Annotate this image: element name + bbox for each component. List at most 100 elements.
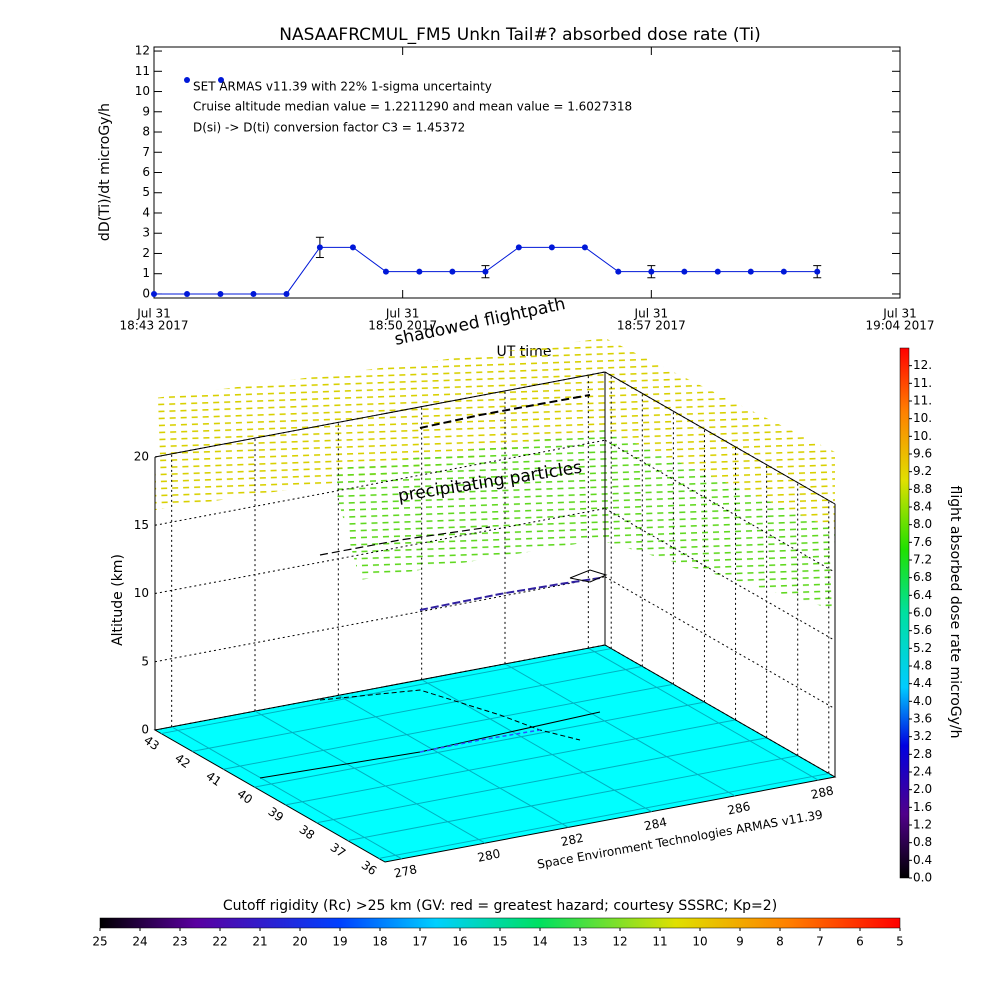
wall-grid xyxy=(154,439,606,526)
y-tick-label: 3 xyxy=(142,226,150,240)
wall-grid xyxy=(604,439,836,573)
wall-grid xyxy=(154,576,606,663)
axis-edge xyxy=(604,371,836,505)
colorbar-tick-label: 3.6 xyxy=(913,712,932,726)
flight-path xyxy=(569,569,608,583)
colorbar-tick-label: 3.2 xyxy=(913,729,932,743)
colorbar-tick-label: 9.2 xyxy=(913,464,932,478)
colorbar-tick-label: 14 xyxy=(532,935,547,949)
data-point xyxy=(482,268,489,275)
colorbar-tick-label: 11. xyxy=(913,376,932,390)
x-tick-label: 18:57 2017 xyxy=(617,319,686,333)
data-point xyxy=(283,290,290,297)
ground-grid xyxy=(421,679,652,813)
colorbar-tick-label: 1.2 xyxy=(913,818,932,832)
colorbar-tick-label: 19 xyxy=(332,935,347,949)
data-point xyxy=(648,268,655,275)
colorbar-tick-label: 1.6 xyxy=(913,800,932,814)
lon-tick-label: 282 xyxy=(560,831,585,849)
z-tick-label: 5 xyxy=(141,654,149,668)
colorbar xyxy=(99,917,901,929)
colorbar-tick-label: 0.4 xyxy=(913,853,932,867)
colorbar-tick-label: 8 xyxy=(776,935,784,949)
lon-tick-label: 280 xyxy=(476,846,501,864)
flight-path xyxy=(419,394,591,429)
z-tick-label: 10 xyxy=(134,586,149,600)
colorbar-tick-label: 5 xyxy=(896,935,904,949)
annotation: Cruise altitude median value = 1.2211290… xyxy=(193,100,632,114)
colorbar-tick-label: 12. xyxy=(913,358,932,372)
colorbar-tick-label: 9.6 xyxy=(913,447,932,461)
z-tick-label: 0 xyxy=(141,723,149,737)
wall-grid xyxy=(154,508,606,594)
colorbar-tick-label: 11 xyxy=(652,935,667,949)
data-point xyxy=(151,290,157,297)
colorbar-label: Cutoff rigidity (Rc) >25 km (GV: red = g… xyxy=(223,898,777,914)
particle-cloud xyxy=(330,430,835,610)
y-tick-label: 8 xyxy=(142,125,150,139)
data-point xyxy=(250,290,257,297)
wall-grid xyxy=(604,644,836,778)
ground-grid xyxy=(171,726,402,860)
wall-grid xyxy=(154,644,606,731)
chart-title: NASAAFRCMUL_FM5 Unkn Tail#? absorbed dos… xyxy=(279,25,761,45)
data-point xyxy=(747,268,754,275)
colorbar-tick-label: 9 xyxy=(736,935,744,949)
data-point xyxy=(515,244,522,251)
data-point xyxy=(581,244,588,251)
ground-grid xyxy=(504,663,736,797)
annotation: SET ARMAS v11.39 with 22% 1-sigma uncert… xyxy=(193,80,492,94)
colorbar-tick-label: 2.0 xyxy=(913,782,932,796)
x-tick-label: 18:43 2017 xyxy=(120,319,189,333)
colorbar-tick-label: 18 xyxy=(372,935,387,949)
colorbar-tick-label: 5.6 xyxy=(913,623,932,637)
colorbar-tick-label: 2.8 xyxy=(913,747,932,761)
colorbar-tick-label: 23 xyxy=(172,935,187,949)
x-tick-label: Jul 31 xyxy=(385,307,420,321)
colorbar-tick-label: 7 xyxy=(816,935,824,949)
colorbar-tick-label: 4.8 xyxy=(913,659,932,673)
colorbar-tick-label: 6.8 xyxy=(913,570,932,584)
colorbar-tick-label: 12 xyxy=(612,935,627,949)
x-tick-label: Jul 31 xyxy=(634,307,669,321)
wall-grid xyxy=(604,576,836,710)
colorbar-tick-label: 4.4 xyxy=(913,676,932,690)
ground-track xyxy=(419,729,541,753)
axis-edge xyxy=(154,371,606,458)
colorbar-tick-label: 10. xyxy=(913,411,932,425)
annotation: D(si) -> D(ti) conversion factor C3 = 1.… xyxy=(193,121,465,135)
ground-grid xyxy=(338,694,569,828)
legend-symbol xyxy=(184,77,190,83)
data-point xyxy=(349,244,356,251)
colorbar-tick-label: 6.4 xyxy=(913,588,932,602)
legend-symbol xyxy=(218,77,224,83)
data-point xyxy=(316,244,323,251)
data-point xyxy=(714,268,721,275)
z-tick-label: 15 xyxy=(134,518,149,532)
ground-grid xyxy=(254,710,486,844)
z-axis-label: Altitude (km) xyxy=(110,554,126,646)
ground-grid xyxy=(192,665,643,752)
colorbar-tick-label: 0.8 xyxy=(913,835,932,849)
x-tick-label: 19:04 2017 xyxy=(866,319,935,333)
data-point xyxy=(681,268,688,275)
data-point xyxy=(382,268,389,275)
y-tick-label: 1 xyxy=(142,266,150,280)
ground-grid xyxy=(347,755,798,842)
lon-tick-label: 284 xyxy=(643,815,668,833)
ground-grid xyxy=(588,647,819,781)
data-point xyxy=(548,244,555,251)
colorbar-label: flight absorbed dose rate microGy/h xyxy=(947,486,963,739)
colorbar-tick-label: 15 xyxy=(492,935,507,949)
data-point xyxy=(416,268,423,275)
colorbar-tick-label: 7.2 xyxy=(913,553,932,567)
colorbar-tick-label: 24 xyxy=(132,935,147,949)
data-point xyxy=(615,268,622,275)
colorbar-tick-label: 13 xyxy=(572,935,587,949)
y-tick-label: 10 xyxy=(135,84,150,98)
colorbar-tick-label: 17 xyxy=(412,935,427,949)
colorbar-tick-label: 6.0 xyxy=(913,606,932,620)
y-tick-label: 2 xyxy=(142,246,150,260)
colorbar-tick-label: 20 xyxy=(292,935,307,949)
